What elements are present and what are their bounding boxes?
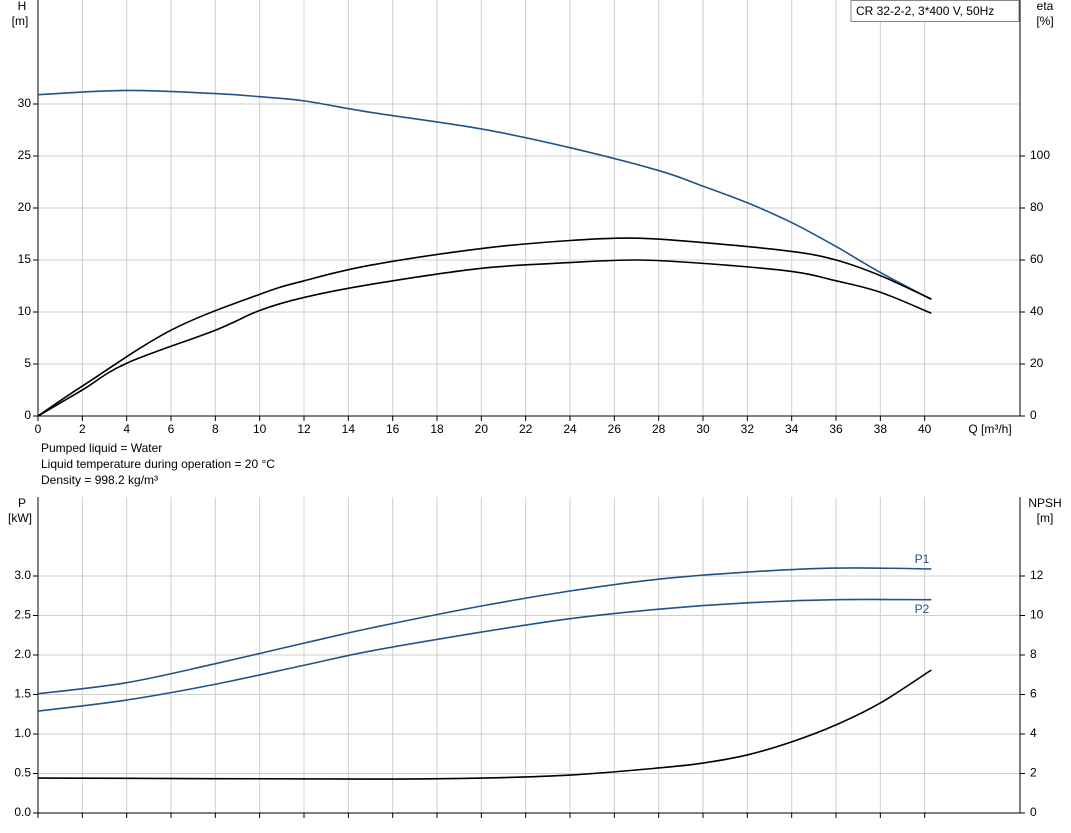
x-tick-label: 28 — [652, 422, 666, 436]
curve — [37, 567, 932, 695]
curve — [37, 259, 932, 417]
note: Liquid temperature during operation = 20… — [41, 457, 275, 471]
x-tick-label: 24 — [563, 422, 577, 436]
x-tick-label: 32 — [741, 422, 755, 436]
x-axis-label: Q [m³/h] — [968, 422, 1011, 436]
curve — [37, 598, 932, 712]
x-tick-label: 34 — [785, 422, 799, 436]
y-tick-label: 20 — [18, 200, 32, 214]
curve — [37, 237, 932, 417]
x-tick-label: 14 — [342, 422, 356, 436]
y-tick-label: 5 — [24, 356, 31, 370]
note: Pumped liquid = Water — [41, 441, 162, 455]
y2-tick-label: 20 — [1030, 356, 1044, 370]
x-tick-label: 30 — [696, 422, 710, 436]
y2-tick-label: 12 — [1030, 568, 1044, 582]
y2-tick-label: 40 — [1030, 304, 1044, 318]
x-tick-label: 18 — [430, 422, 444, 436]
y2-axis-unit: [%] — [1036, 14, 1053, 28]
y2-tick-label: 60 — [1030, 252, 1044, 266]
x-tick-label: 0 — [35, 422, 42, 436]
x-tick-label: 2 — [79, 422, 86, 436]
y-axis-label: H — [18, 0, 27, 13]
series-label: P2 — [915, 602, 930, 616]
y2-tick-label: 4 — [1030, 726, 1037, 740]
y-tick-label: 10 — [18, 304, 32, 318]
x-tick-label: 16 — [386, 422, 400, 436]
y2-axis-unit: [m] — [1037, 511, 1054, 525]
x-tick-label: 8 — [212, 422, 219, 436]
note: Density = 998.2 kg/m³ — [41, 473, 158, 487]
y2-tick-label: 6 — [1030, 687, 1037, 701]
y-tick-label: 2.0 — [14, 647, 31, 661]
y-axis-unit: [m] — [12, 14, 29, 28]
y-axis-label: P — [18, 496, 26, 510]
y-tick-label: 1.0 — [14, 726, 31, 740]
x-tick-label: 4 — [123, 422, 130, 436]
series-label: P1 — [915, 552, 930, 566]
legend-text: CR 32-2-2, 3*400 V, 50Hz — [856, 4, 994, 18]
y2-axis-label: eta — [1037, 0, 1054, 13]
y2-tick-label: 2 — [1030, 766, 1037, 780]
y-tick-label: 0 — [24, 408, 31, 422]
y-tick-label: 0.0 — [14, 805, 31, 819]
legend-box — [850, 0, 1020, 22]
x-tick-label: 10 — [253, 422, 267, 436]
y-axis-unit: [kW] — [8, 511, 32, 525]
y-tick-label: 3.0 — [14, 568, 31, 582]
x-tick-label: 26 — [608, 422, 622, 436]
x-tick-label: 38 — [874, 422, 888, 436]
y-tick-label: 1.5 — [14, 687, 31, 701]
y-tick-label: 0.5 — [14, 766, 31, 780]
y-tick-label: 30 — [18, 96, 32, 110]
x-tick-label: 40 — [918, 422, 932, 436]
y2-tick-label: 0 — [1030, 805, 1037, 819]
x-tick-label: 12 — [297, 422, 311, 436]
y2-axis-label: NPSH — [1028, 496, 1061, 510]
y-tick-label: 2.5 — [14, 608, 31, 622]
y2-tick-label: 10 — [1030, 608, 1044, 622]
curve — [37, 89, 932, 301]
x-tick-label: 36 — [829, 422, 843, 436]
x-tick-label: 22 — [519, 422, 533, 436]
y2-tick-label: 100 — [1030, 148, 1050, 162]
curve — [37, 669, 932, 780]
y-tick-label: 25 — [18, 148, 32, 162]
y2-tick-label: 0 — [1030, 408, 1037, 422]
y-tick-label: 15 — [18, 252, 32, 266]
y2-tick-label: 8 — [1030, 647, 1037, 661]
y2-tick-label: 80 — [1030, 200, 1044, 214]
x-tick-label: 6 — [168, 422, 175, 436]
x-tick-label: 20 — [475, 422, 489, 436]
